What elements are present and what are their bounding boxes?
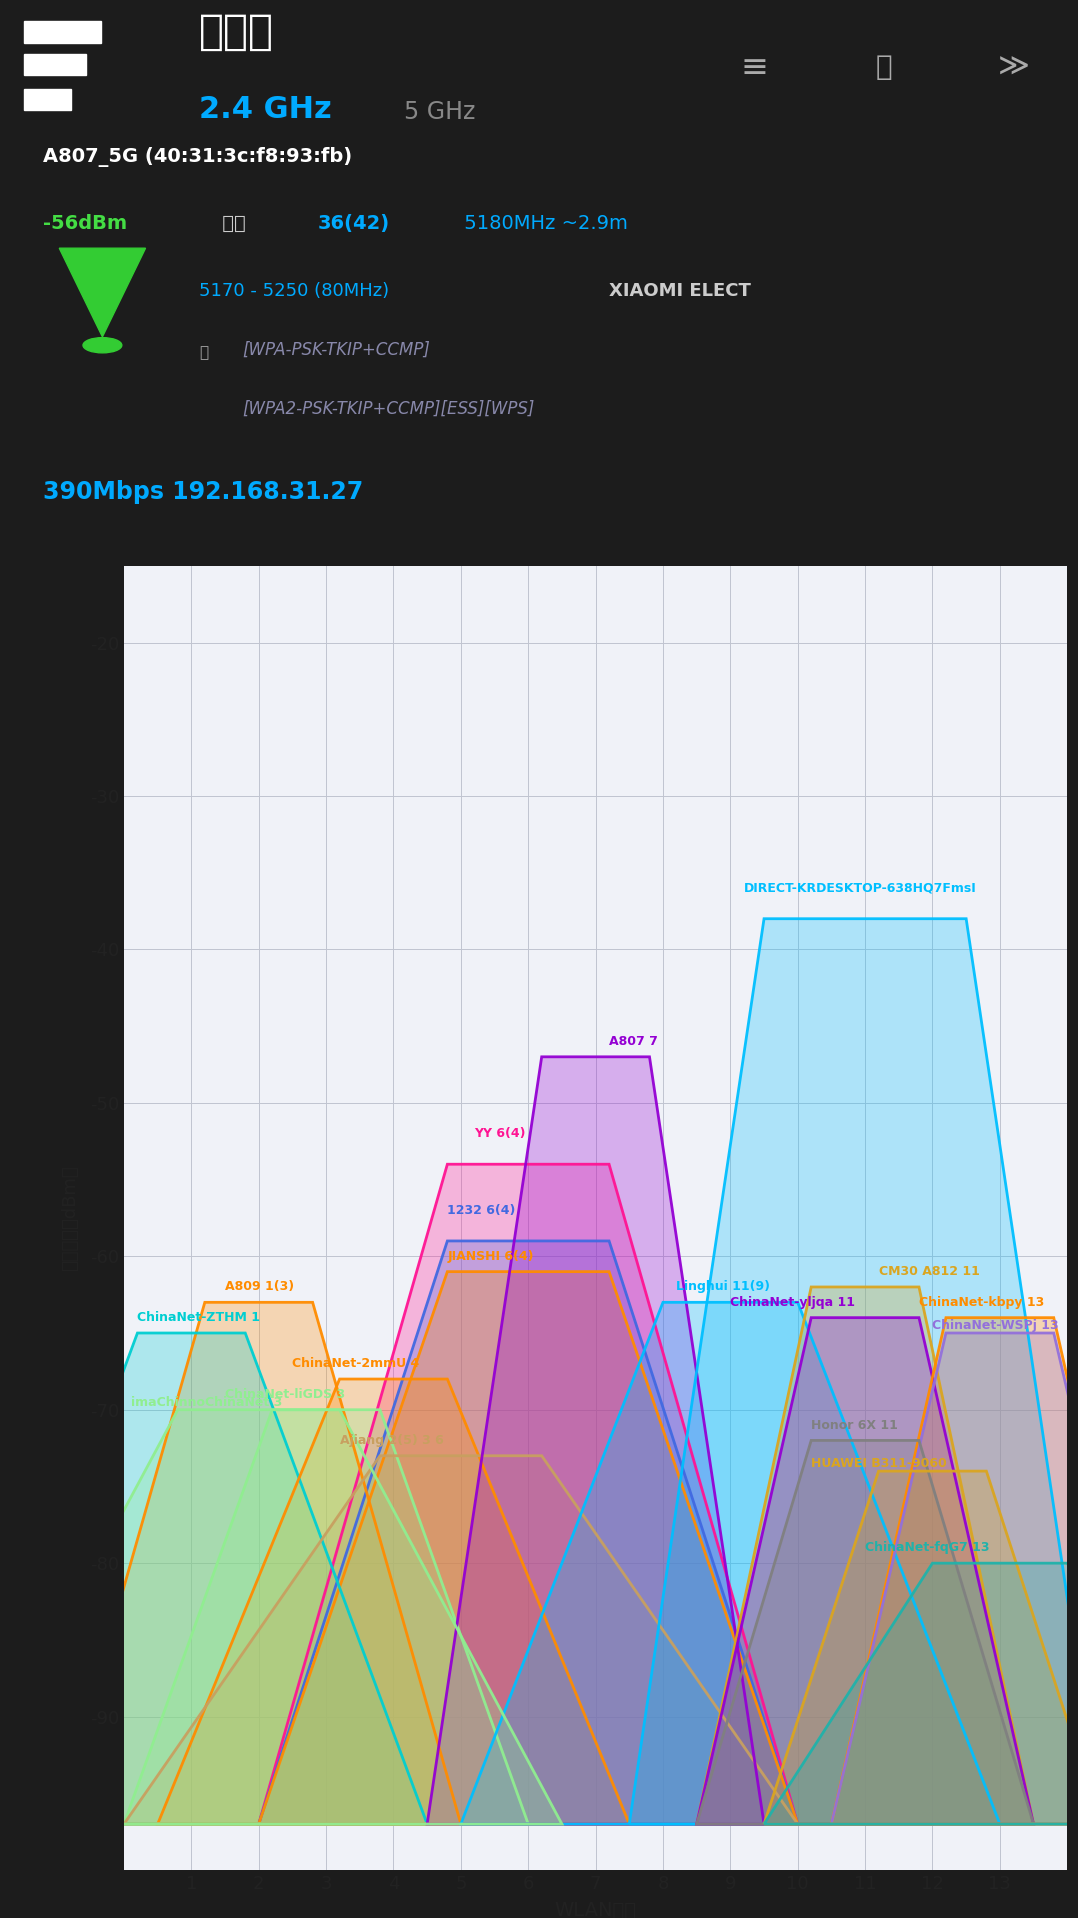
Polygon shape (764, 1563, 1078, 1824)
Text: 5170 - 5250 (80MHz): 5170 - 5250 (80MHz) (199, 282, 396, 299)
Text: 36(42): 36(42) (318, 215, 390, 234)
Polygon shape (696, 1440, 1034, 1824)
Polygon shape (831, 1318, 1078, 1824)
FancyBboxPatch shape (24, 21, 101, 42)
Text: [WPA-PSK-TKIP+CCMP]: [WPA-PSK-TKIP+CCMP] (243, 341, 430, 359)
Text: [WPA2-PSK-TKIP+CCMP][ESS][WPS]: [WPA2-PSK-TKIP+CCMP][ESS][WPS] (243, 401, 535, 418)
Text: ChinaNet-fqG7 13: ChinaNet-fqG7 13 (865, 1542, 990, 1554)
Text: 🔒: 🔒 (199, 345, 208, 361)
Text: YY 6(4): YY 6(4) (474, 1128, 526, 1139)
Polygon shape (831, 1333, 1078, 1824)
Text: 1232 6(4): 1232 6(4) (447, 1205, 515, 1216)
FancyBboxPatch shape (24, 54, 86, 75)
Polygon shape (461, 1302, 1000, 1824)
Polygon shape (59, 247, 146, 338)
Text: ChinaNet-ZTHM 1: ChinaNet-ZTHM 1 (138, 1312, 261, 1323)
Polygon shape (696, 1287, 1034, 1824)
Text: A809 1(3): A809 1(3) (225, 1281, 294, 1293)
Text: A807 7: A807 7 (609, 1036, 658, 1047)
Circle shape (83, 338, 122, 353)
Text: 信道图: 信道图 (199, 12, 275, 52)
Text: JIANSHI 6(4): JIANSHI 6(4) (447, 1251, 534, 1262)
Text: HUAWEI B311-9060: HUAWEI B311-9060 (811, 1458, 946, 1469)
Text: ChinaNet-yljqa 11: ChinaNet-yljqa 11 (731, 1297, 855, 1308)
Polygon shape (124, 1456, 798, 1824)
Polygon shape (259, 1164, 798, 1824)
Polygon shape (630, 919, 1078, 1824)
Text: XIAOMI ELECT: XIAOMI ELECT (609, 282, 751, 299)
Text: ≫: ≫ (997, 52, 1029, 82)
Polygon shape (259, 1272, 798, 1824)
Text: ChinaNet-2mmU 4: ChinaNet-2mmU 4 (292, 1358, 419, 1369)
Polygon shape (124, 1410, 528, 1824)
Text: -56dBm: -56dBm (43, 215, 127, 234)
Polygon shape (427, 1057, 764, 1824)
Text: 信道: 信道 (216, 215, 251, 234)
Text: imaChinnoChinaNet 3: imaChinnoChinaNet 3 (130, 1396, 282, 1408)
Text: DIRECT-KRDESKTOP-638HQ7FmsI: DIRECT-KRDESKTOP-638HQ7FmsI (744, 882, 977, 894)
Text: 390Mbps 192.168.31.27: 390Mbps 192.168.31.27 (43, 480, 363, 504)
Polygon shape (764, 1471, 1078, 1824)
Text: ChinaNet-kbpy 13: ChinaNet-kbpy 13 (920, 1297, 1045, 1308)
Text: ⏸: ⏸ (875, 54, 893, 81)
Polygon shape (157, 1379, 630, 1824)
Text: A807_5G (40:31:3c:f8:93:fb): A807_5G (40:31:3c:f8:93:fb) (43, 148, 353, 167)
Polygon shape (56, 1302, 461, 1824)
Text: 5 GHz: 5 GHz (404, 100, 475, 123)
Text: Honor 6X 11: Honor 6X 11 (811, 1419, 898, 1431)
Polygon shape (0, 1333, 427, 1824)
Polygon shape (0, 1410, 562, 1824)
Text: 5180MHz ~2.9m: 5180MHz ~2.9m (458, 215, 628, 234)
Text: Linghui 11(9): Linghui 11(9) (677, 1281, 771, 1293)
Text: CM30 A812 11: CM30 A812 11 (879, 1266, 980, 1277)
Text: 2.4 GHz: 2.4 GHz (199, 94, 332, 123)
Polygon shape (259, 1241, 798, 1824)
Text: ≡: ≡ (741, 50, 769, 84)
FancyBboxPatch shape (24, 88, 71, 109)
X-axis label: WLAN信道: WLAN信道 (554, 1901, 637, 1918)
Y-axis label: 信号强度（dBm）: 信号强度（dBm） (60, 1164, 79, 1272)
Text: ChinaNet-WSPj 13: ChinaNet-WSPj 13 (932, 1320, 1059, 1331)
Text: ChinaNet-liGDS 3: ChinaNet-liGDS 3 (225, 1389, 345, 1400)
Polygon shape (696, 1318, 1034, 1824)
Text: Ajiang 2(5) 3 6: Ajiang 2(5) 3 6 (340, 1435, 443, 1446)
